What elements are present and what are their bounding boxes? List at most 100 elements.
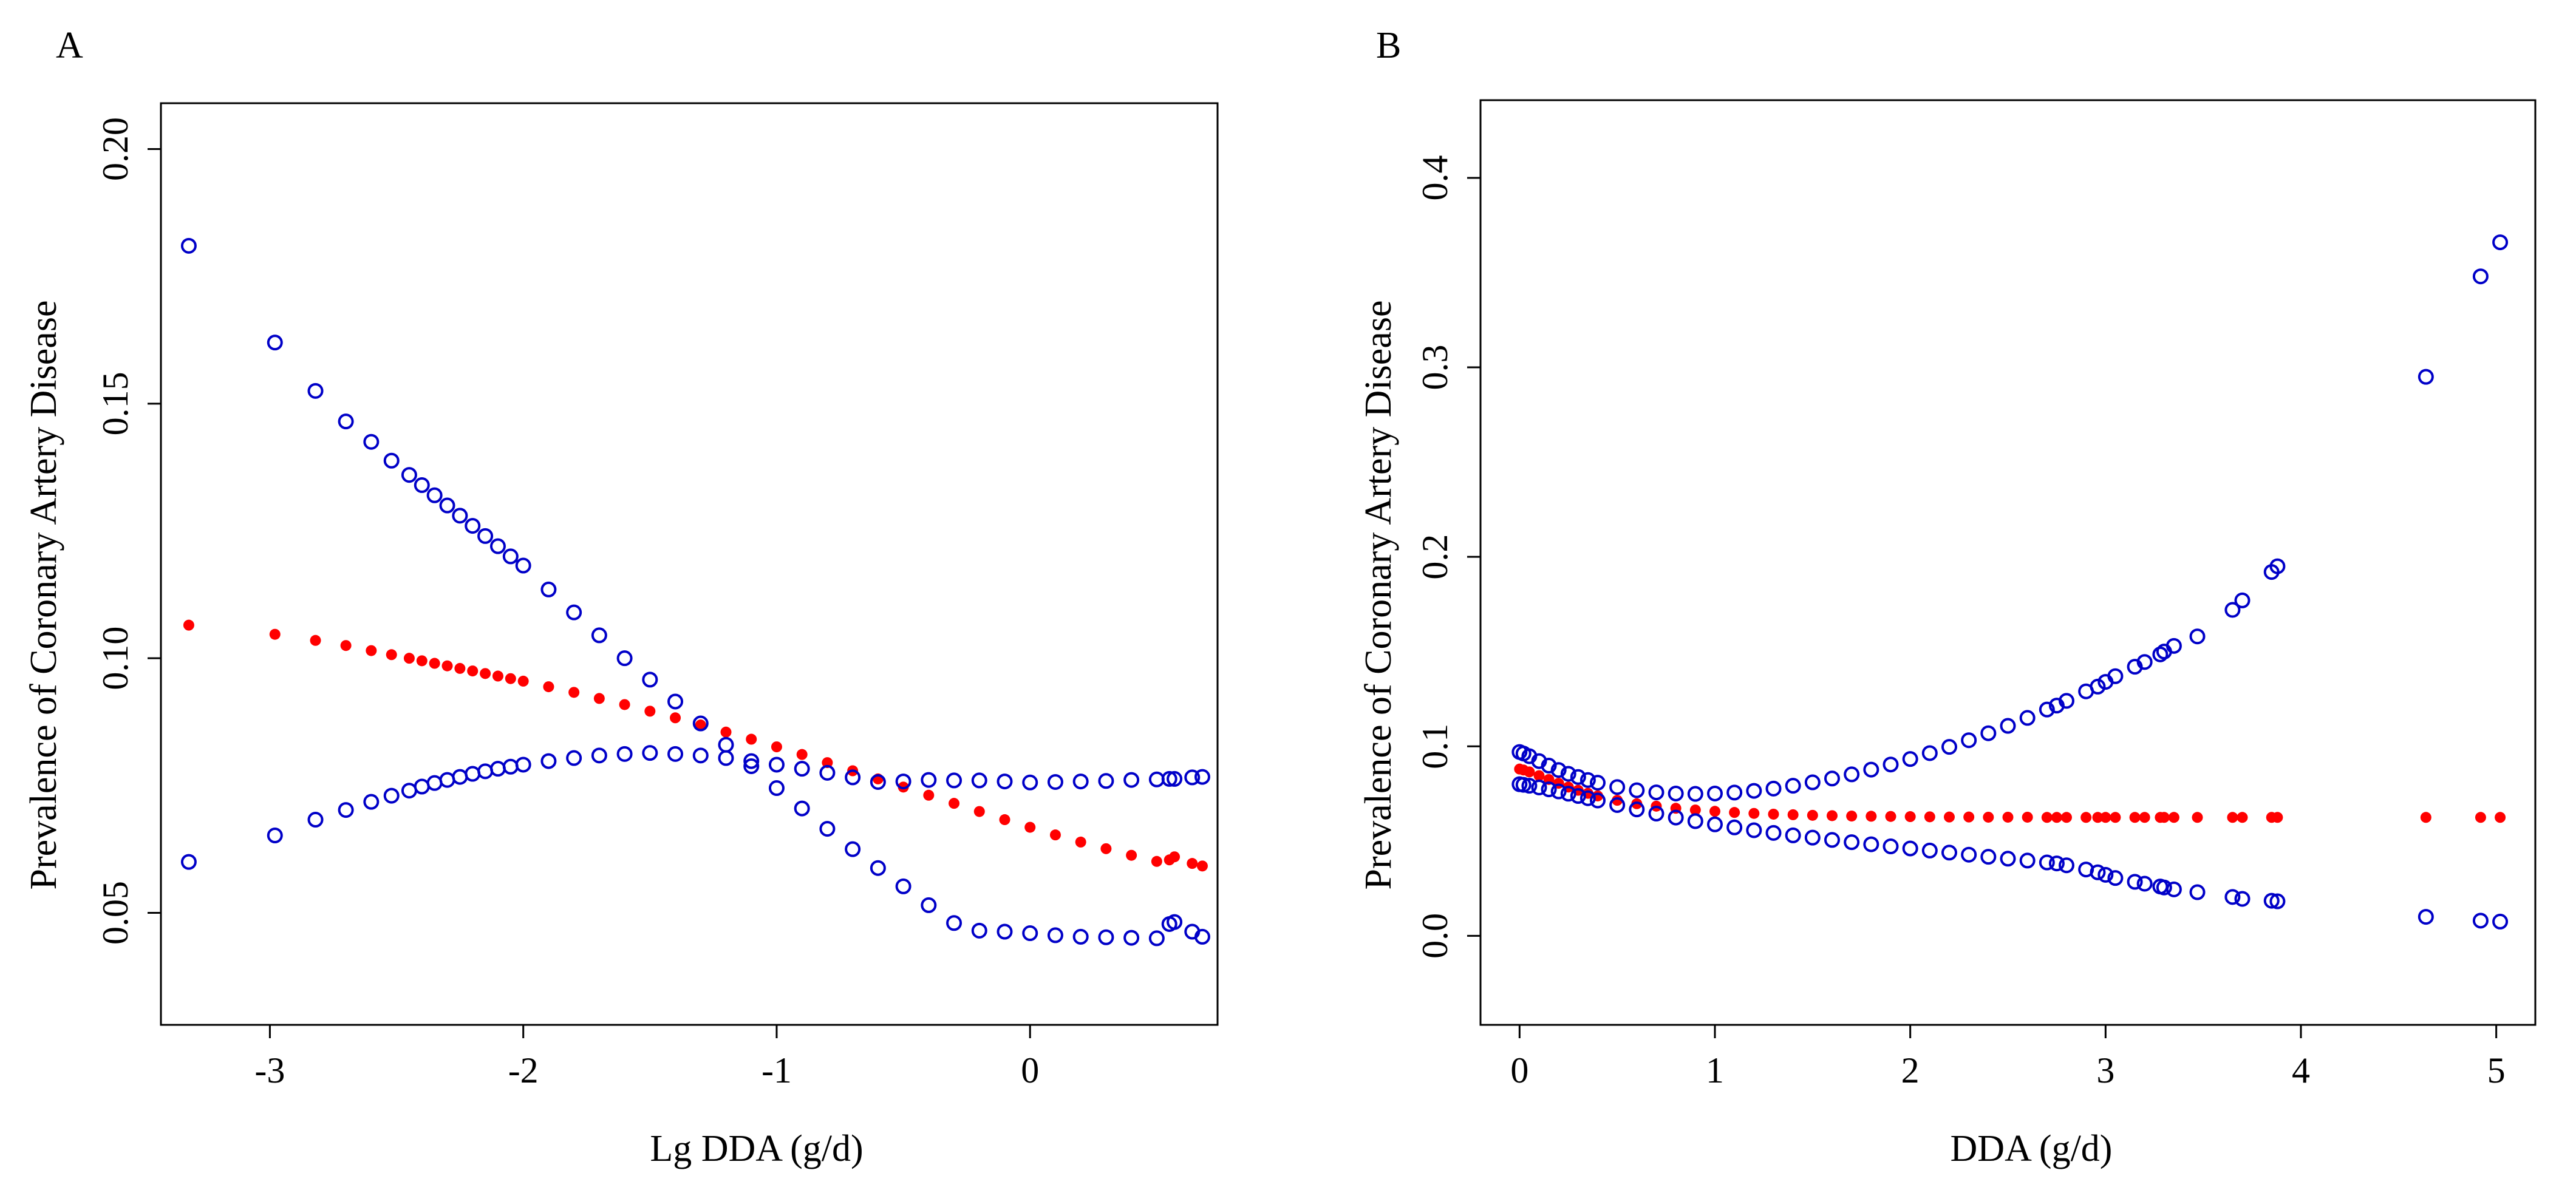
panel-a-y-tick-label: 0.20 <box>95 117 135 181</box>
panel-a-estimate-point <box>416 655 428 667</box>
panel-a-x-tick-label: 0 <box>1021 1050 1039 1090</box>
panel-a-estimate-point <box>429 658 440 669</box>
panel-a-lower-ci-point <box>591 747 607 764</box>
panel-b-estimate-point <box>1787 809 1799 820</box>
panel-b-upper-ci-point <box>2269 558 2286 574</box>
panel-b-lower-ci-point <box>1531 779 1547 795</box>
panel-a-upper-ci-point <box>667 693 684 710</box>
panel-b-upper-ci-point <box>2059 693 2074 709</box>
panel-b-lower-ci-point <box>2492 913 2509 930</box>
panel-a-upper-ci-point <box>477 528 494 544</box>
panel-b-lower-ci-point <box>1560 786 1576 802</box>
panel-a-upper-ci-point <box>692 715 709 732</box>
panel-a-lower-ci-point <box>307 812 324 828</box>
panel-b-lower-ci-point <box>1941 845 1957 861</box>
panel-a-upper-ci-point <box>1148 930 1165 947</box>
panel-b-lower-ci-point <box>1844 834 1860 851</box>
panel-b-estimate-point <box>1904 811 1916 823</box>
panel-b-estimate-point <box>2495 812 2506 823</box>
panel-a-lower-ci-point <box>642 745 658 761</box>
panel-b-lower-ci-point <box>1746 822 1762 838</box>
panel-a-lower-ci-point <box>1184 769 1201 786</box>
panel-b-lower-ci-point <box>1980 849 1997 865</box>
panel-a-lower-ci-point <box>819 764 836 781</box>
panel-a-estimate-point <box>386 649 397 661</box>
panel-a-lower-ci-point <box>870 773 886 790</box>
panel-a-x-tick-label: -1 <box>762 1050 792 1090</box>
panel-a-upper-ci-point <box>338 413 354 430</box>
panel-a-upper-ci-point <box>1072 928 1089 945</box>
panel-a-upper-ci-point <box>997 923 1013 940</box>
panel-a-estimate-point <box>269 628 281 640</box>
panel-b-lower-ci-point <box>2263 892 2280 909</box>
panel-a-estimate-point <box>1151 855 1162 867</box>
panel-a-estimate-point <box>183 619 194 631</box>
panel-a-lower-ci-point <box>267 828 283 844</box>
panel-b-estimate-point <box>1885 811 1896 822</box>
panel-a-lower-ci-point <box>383 787 400 804</box>
panel-b-estimate-point <box>1748 807 1760 819</box>
panel-b-upper-ci-point <box>1980 725 1997 741</box>
panel-b-estimate-point <box>2080 812 2092 823</box>
panel-a-upper-ci-point <box>845 841 861 857</box>
panel-b-x-tick-label: 5 <box>2487 1050 2506 1090</box>
panel-a: A Lg DDA (g/d) Prevalence of Coronary Ar… <box>23 25 1219 1169</box>
panel-b-lower-ci-point <box>2090 864 2106 880</box>
panel-b-lower-ci-point <box>1521 778 1538 794</box>
panel-a-x-tick-label: -2 <box>508 1050 539 1090</box>
panel-b-estimate-point <box>2475 812 2486 823</box>
panel-b-upper-ci-point <box>1541 758 1557 774</box>
panel-b-estimate-point <box>1846 811 1858 822</box>
panel-a-estimate-point <box>366 645 377 656</box>
panel-b-estimate-point <box>1807 809 1818 821</box>
panel-a-letter: A <box>56 25 83 66</box>
panel-b-lower-ci-point <box>1804 829 1821 846</box>
panel-a-upper-ci-point <box>401 467 417 483</box>
panel-b-estimate-point <box>2420 812 2431 823</box>
panel-b-estimate-point <box>1729 807 1740 818</box>
panel-a-lower-ci-point <box>946 772 963 789</box>
panel-b-upper-ci-point <box>1883 756 1899 773</box>
panel-b-upper-ci-point <box>1765 780 1782 797</box>
panel-b-upper-ci-point <box>2418 369 2434 385</box>
panel-a-estimate-point <box>695 719 706 731</box>
panel-b-lower-ci-point <box>2107 870 2124 886</box>
panel-a-estimate-point <box>949 798 960 809</box>
panel-a-lower-ci-point <box>338 802 354 818</box>
panel-b-estimate-point <box>1983 811 1994 823</box>
panel-a-lower-ci-point <box>1098 773 1114 789</box>
panel-b-estimate-point <box>2092 812 2104 823</box>
panel-a-estimate-point <box>1049 829 1061 841</box>
panel-b-lower-ci-point <box>1921 842 1938 858</box>
panel-a-upper-ci-point <box>363 433 380 450</box>
panel-a-lower-ci-point <box>692 747 709 764</box>
panel-b-estimate-point <box>2002 811 2014 823</box>
panel-b-lower-ci-point <box>1668 809 1684 826</box>
panel-a-upper-ci-point <box>895 878 911 894</box>
panel-b: B DDA (g/d) Prevalence of Coronary Arter… <box>1358 25 2537 1169</box>
panel-b-y-tick-label: 0.0 <box>1415 913 1455 959</box>
panel-b-x-tick-label: 3 <box>2096 1050 2114 1090</box>
panel-b-upper-ci-point <box>2090 678 2106 695</box>
panel-b-estimate-point <box>2022 811 2033 823</box>
panel-b-upper-ci-point <box>1844 766 1860 783</box>
panel-a-upper-ci-point <box>1047 927 1063 943</box>
panel-a-y-axis-title: Prevalence of Coronary Artery Disease <box>23 301 64 890</box>
panel-a-lower-ci-point <box>363 794 380 810</box>
panel-a-upper-ci-point <box>465 518 481 534</box>
panel-a-series-lower-ci <box>180 745 1210 870</box>
panel-b-lower-ci-point <box>1707 816 1723 832</box>
panel-b-upper-ci-point <box>1629 782 1645 798</box>
panel-a-estimate-point <box>454 662 466 674</box>
panel-b-lower-ci-point <box>1883 838 1899 855</box>
panel-b-estimate-point <box>1768 808 1779 820</box>
panel-a-lower-ci-point <box>768 756 785 773</box>
panel-a-estimate-point <box>619 699 630 710</box>
panel-b-series-lower-ci <box>1511 776 2509 930</box>
panel-b-upper-ci-point <box>2492 234 2509 251</box>
panel-b-lower-ci-point <box>1902 840 1918 857</box>
panel-a-lower-ci-point <box>1072 773 1089 790</box>
panel-b-lower-ci-point <box>2269 893 2286 909</box>
